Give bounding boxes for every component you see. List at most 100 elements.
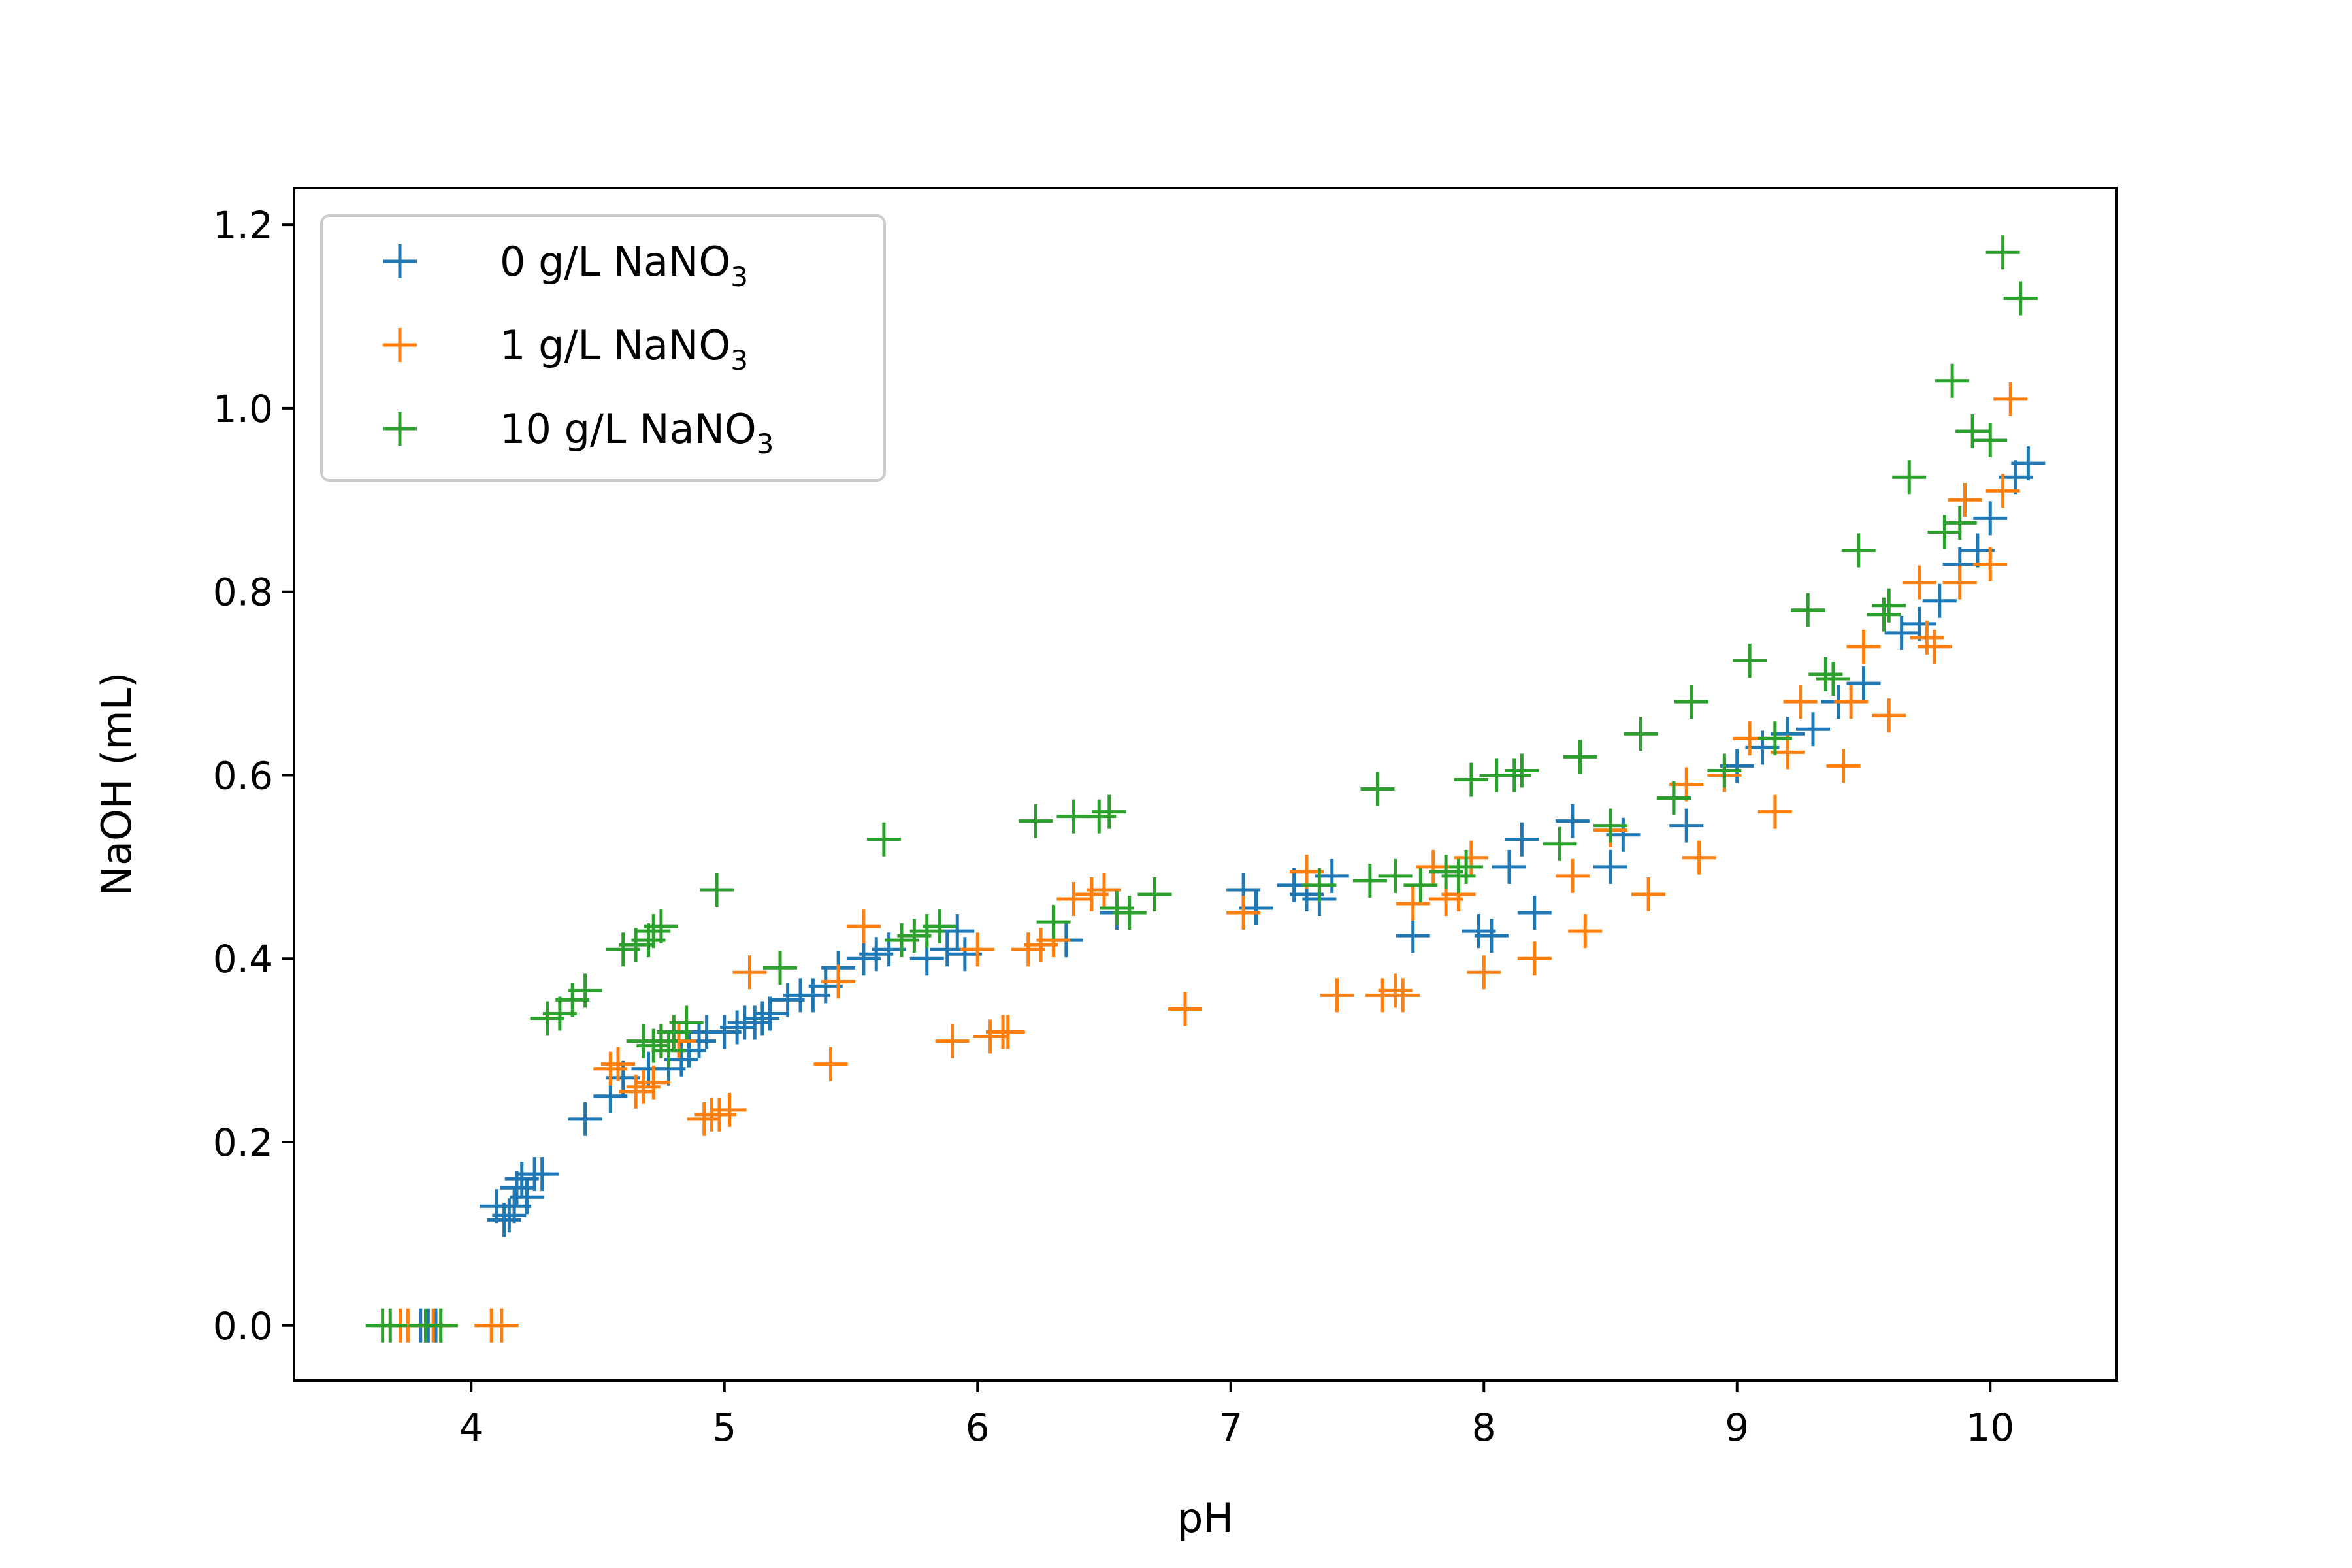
data-point: [1985, 235, 2020, 270]
x-axis-ticks: 4 5 6 7 8 9 10: [459, 1380, 2014, 1450]
data-point: [866, 822, 901, 857]
data-point: [1497, 758, 1531, 792]
data-point: [700, 872, 734, 907]
data-point: [1796, 712, 1830, 747]
data-point: [1733, 643, 1767, 678]
data-point: [1910, 620, 1944, 655]
data-point: [1867, 597, 1901, 632]
data-point: [1834, 685, 1869, 719]
y-tick-label: 1.2: [213, 203, 273, 248]
data-point: [1555, 804, 1590, 838]
data-point: [732, 955, 767, 990]
legend-label-main: 0 g/L NaNO: [500, 238, 730, 286]
data-point: [1593, 808, 1627, 843]
data-point: [644, 909, 678, 944]
data-point: [1927, 515, 1962, 549]
data-point: [2011, 446, 2046, 481]
y-tick-label: 0.8: [213, 570, 273, 615]
data-point: [484, 1308, 519, 1343]
data-point: [1656, 781, 1691, 815]
legend-label-subscript: 3: [730, 261, 748, 293]
data-point: [687, 1102, 721, 1136]
data-point: [1505, 753, 1539, 788]
data-point: [1112, 896, 1147, 930]
data-point: [568, 1102, 602, 1136]
data-point: [568, 973, 602, 1008]
data-point: [1087, 872, 1121, 907]
data-point: [1441, 858, 1476, 893]
data-point: [636, 1028, 671, 1063]
data-point: [1872, 588, 1906, 623]
data-point: [1846, 629, 1881, 664]
data-point: [1846, 666, 1881, 701]
data-point: [1757, 721, 1792, 756]
data-point: [1454, 840, 1488, 875]
data-point: [1474, 919, 1509, 953]
legend-box: [320, 214, 886, 482]
legend-marker: [383, 412, 417, 446]
data-point: [1492, 849, 1526, 884]
data-point: [1624, 717, 1658, 751]
data-point: [1892, 460, 1927, 495]
data-point: [720, 1010, 755, 1045]
legend-label-subscript: 3: [730, 344, 748, 376]
data-point: [525, 1157, 559, 1192]
data-point: [1757, 794, 1792, 829]
data-point: [1378, 973, 1413, 1008]
data-point: [1386, 978, 1420, 1013]
y-tick-label: 1.0: [213, 387, 273, 431]
data-point: [1403, 868, 1438, 902]
data-point: [738, 1005, 772, 1040]
x-tick-label: 5: [712, 1405, 736, 1450]
data-point: [1505, 822, 1539, 857]
data-point: [1922, 583, 1957, 618]
data-point: [990, 1015, 1025, 1049]
data-point: [930, 932, 964, 967]
y-tick-label: 0.4: [213, 937, 273, 981]
legend-label-subscript: 3: [757, 428, 774, 460]
legend-label: 10 g/L NaNO3: [500, 405, 774, 460]
data-point: [1955, 414, 1990, 449]
data-point: [1449, 849, 1484, 884]
data-point: [601, 1047, 635, 1081]
x-tick-label: 10: [1966, 1405, 2014, 1450]
data-point: [1360, 772, 1395, 806]
data-point: [1517, 896, 1552, 930]
data-point: [1378, 858, 1413, 893]
data-point: [1467, 955, 1501, 990]
y-axis-label: NaOH (mL): [93, 672, 140, 896]
y-tick-label: 0.6: [213, 753, 273, 798]
data-point: [1669, 808, 1704, 843]
data-point: [753, 996, 787, 1031]
data-point: [1302, 868, 1337, 902]
x-tick-label: 6: [966, 1405, 990, 1450]
data-point: [821, 964, 856, 999]
data-point: [1352, 863, 1387, 898]
data-point: [1168, 992, 1202, 1026]
data-point: [1791, 593, 1825, 627]
data-point: [1396, 887, 1430, 921]
x-tick-label: 9: [1725, 1405, 1749, 1450]
data-point: [1973, 423, 2008, 458]
data-point: [1942, 506, 1977, 540]
legend-label-main: 10 g/L NaNO: [500, 405, 757, 453]
data-point: [763, 951, 797, 985]
data-point: [636, 914, 671, 949]
data-point: [1872, 698, 1906, 733]
data-point: [492, 1198, 527, 1233]
data-point: [1808, 657, 1843, 692]
data-point: [1019, 804, 1053, 838]
legend-marker: [383, 244, 417, 278]
data-point: [1137, 877, 1172, 911]
data-point: [1826, 749, 1861, 783]
y-axis-ticks: 0.0 0.2 0.4 0.6 0.8 1.0 1.2: [213, 203, 294, 1348]
data-point: [1555, 858, 1590, 893]
data-point: [813, 1047, 848, 1081]
data-point: [1918, 629, 1952, 664]
data-point: [923, 909, 957, 944]
data-point: [1902, 565, 1936, 600]
legend-label: 1 g/L NaNO3: [500, 321, 748, 376]
data-point: [1454, 762, 1488, 797]
data-point: [1902, 606, 1936, 641]
